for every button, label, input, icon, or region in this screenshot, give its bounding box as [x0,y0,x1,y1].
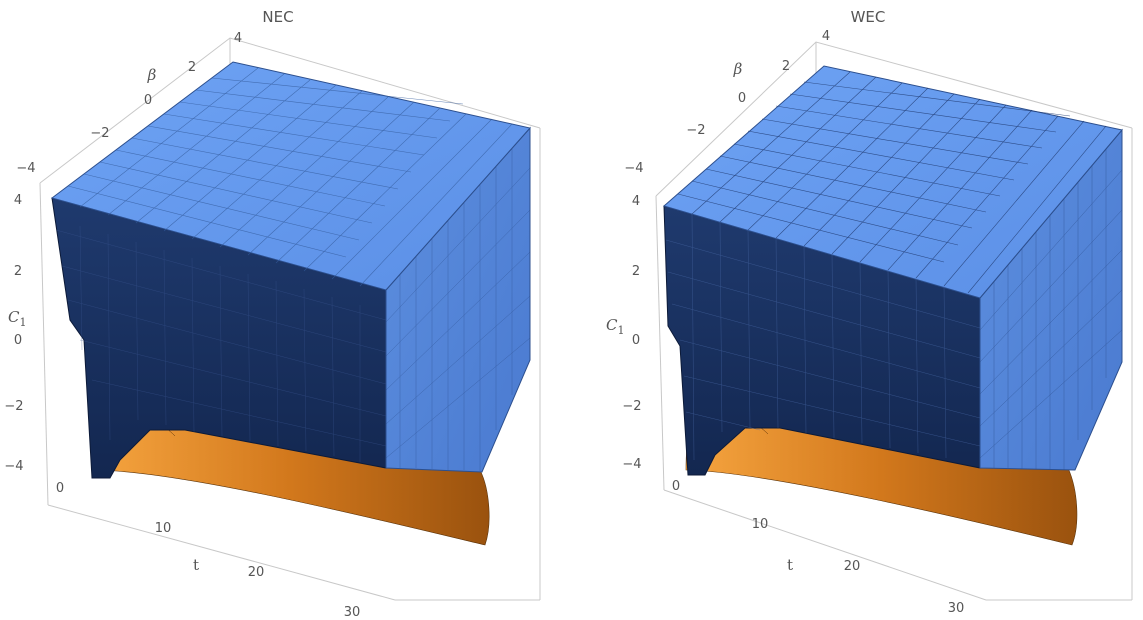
x-tick-20: 20 [248,565,265,580]
y-tick-0: 0 [144,93,152,108]
top-face [662,65,1123,299]
y-tick-neg4: −4 [624,161,643,176]
z-tick-neg4: −4 [622,457,641,472]
top-face [50,61,531,291]
y-tick-2: 2 [188,60,196,75]
mesh-front [665,213,981,461]
z-tick-neg2: −2 [622,399,641,414]
x-tick-30: 30 [344,605,361,620]
x-tick-20: 20 [844,559,861,574]
mesh-front [55,225,387,462]
x-axis-label: t [787,556,793,574]
x-tick-30: 30 [948,601,965,616]
y-tick-4: 4 [822,29,830,44]
y-tick-2: 2 [782,59,790,74]
z-tick-neg2: −2 [4,399,23,414]
mesh-top [677,71,1107,294]
z-tick-0: 0 [632,333,640,348]
mesh-top [67,67,513,287]
x-tick-0: 0 [672,479,680,494]
y-tick-neg2: −2 [90,126,109,141]
x-tick-10: 10 [752,517,769,532]
z-tick-0: 0 [14,333,22,348]
z-axis-label: C1 [8,308,26,329]
y-tick-0: 0 [738,91,746,106]
z-axis-label: C1 [606,316,624,337]
mesh-right [979,149,1123,470]
y-tick-neg4: −4 [16,161,35,176]
panel-nec: NEC 4 2 0 [4,8,541,620]
z-tick-4: 4 [14,193,22,208]
x-tick-0: 0 [56,481,64,496]
panel-wec: WEC 4 2 0 −2 −4 β [606,8,1133,616]
chart-title: NEC [262,8,293,26]
z-tick-2: 2 [632,264,640,279]
mesh-right [385,149,531,471]
y-tick-4: 4 [234,31,242,46]
z-tick-neg4: −4 [4,459,23,474]
z-tick-4: 4 [632,194,640,209]
chart-title: WEC [851,8,886,26]
x-tick-10: 10 [155,521,172,536]
y-axis-label: β [733,60,743,78]
x-axis-label: t [193,556,199,574]
y-axis-label: β [147,66,157,84]
y-tick-neg2: −2 [686,123,705,138]
z-tick-2: 2 [14,264,22,279]
